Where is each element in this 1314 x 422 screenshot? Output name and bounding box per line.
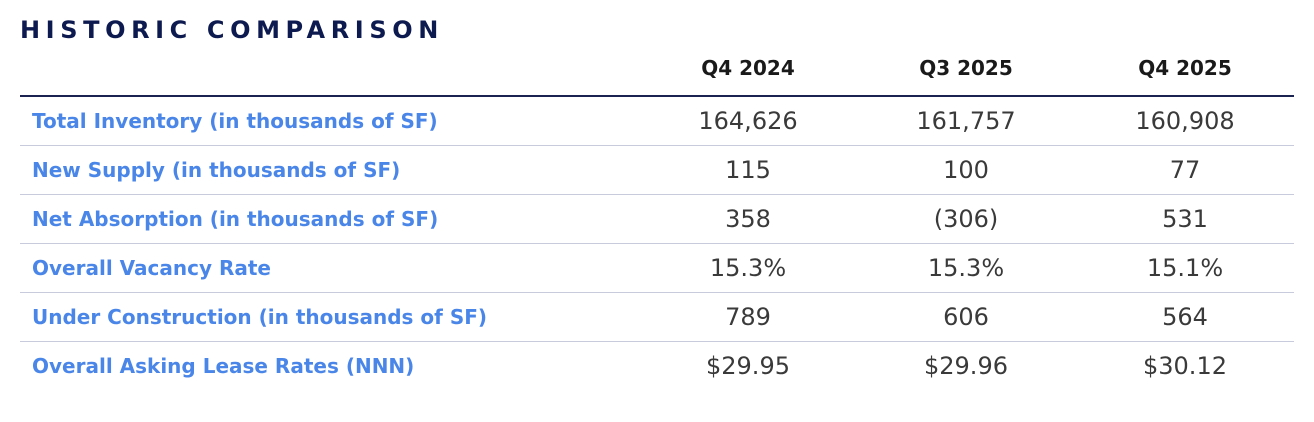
table-row: Overall Vacancy Rate 15.3% 15.3% 15.1% (20, 244, 1294, 293)
page-title: HISTORIC COMPARISON (20, 16, 444, 44)
row-label: New Supply (in thousands of SF) (32, 158, 401, 182)
table-cell: 161,757 (916, 107, 1016, 135)
table-cell: 789 (725, 303, 771, 331)
table-cell: 160,908 (1135, 107, 1235, 135)
table-cell: $29.95 (706, 352, 790, 380)
row-label: Net Absorption (in thousands of SF) (32, 207, 439, 231)
table-cell: 77 (1169, 156, 1201, 184)
column-header: Q4 2025 (1138, 56, 1232, 80)
table-cell: $29.96 (924, 352, 1008, 380)
table-cell: 15.3% (927, 254, 1005, 282)
table-cell: (306) (933, 205, 999, 233)
table-cell: 15.1% (1146, 254, 1224, 282)
comparison-table: Q4 2024 Q3 2025 Q4 2025 Total Inventory … (20, 48, 1294, 390)
table-row: New Supply (in thousands of SF) 115 100 … (20, 146, 1294, 195)
table-row: Total Inventory (in thousands of SF) 164… (20, 97, 1294, 146)
table-cell: 100 (943, 156, 989, 184)
table-cell: $30.12 (1143, 352, 1227, 380)
row-label: Overall Vacancy Rate (32, 256, 271, 280)
row-label: Overall Asking Lease Rates (NNN) (32, 354, 415, 378)
row-label: Total Inventory (in thousands of SF) (32, 109, 438, 133)
row-label: Under Construction (in thousands of SF) (32, 305, 488, 329)
table-cell: 606 (943, 303, 989, 331)
table-cell: 564 (1162, 303, 1208, 331)
table-header-row: Q4 2024 Q3 2025 Q4 2025 (20, 48, 1294, 97)
table-cell: 164,626 (698, 107, 798, 135)
column-header: Q3 2025 (919, 56, 1013, 80)
table-cell: 531 (1162, 205, 1208, 233)
table-cell: 115 (725, 156, 771, 184)
table-row: Net Absorption (in thousands of SF) 358 … (20, 195, 1294, 244)
table-row: Overall Asking Lease Rates (NNN) $29.95 … (20, 342, 1294, 390)
table-cell: 15.3% (709, 254, 787, 282)
table-cell: 358 (725, 205, 771, 233)
table-row: Under Construction (in thousands of SF) … (20, 293, 1294, 342)
column-header: Q4 2024 (701, 56, 795, 80)
